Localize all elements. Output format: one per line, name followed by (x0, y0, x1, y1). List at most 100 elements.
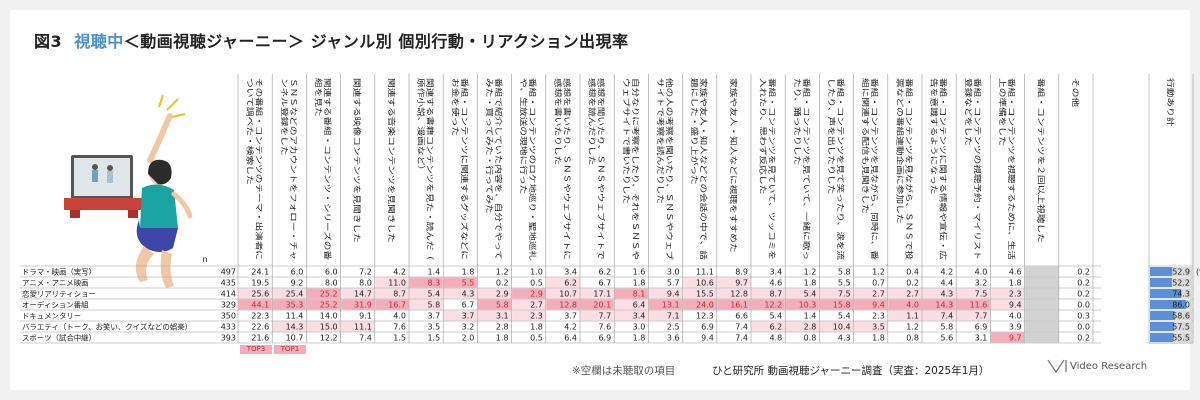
cell-value: 16.1 (730, 300, 748, 309)
column-header: 感想を書いたりした (553, 78, 563, 165)
cell-highlight (819, 288, 854, 299)
cell-value: 7.5 (975, 289, 988, 298)
cell-highlight (717, 288, 751, 299)
cell-value: 12.8 (559, 300, 577, 309)
cell-value: 6.9 (975, 322, 988, 331)
column-header: 登録などをした (964, 78, 974, 146)
column-header: 関連する音楽コンテンツを見聞きした (387, 78, 397, 243)
row-n: 435 (221, 278, 236, 287)
cell-highlight (580, 310, 614, 321)
cell-value: 14.3 (286, 322, 304, 331)
cell-value: 7.6 (393, 322, 406, 331)
column-header: 感想を聞いたり、ＳＮＳやウェブサイトで (597, 78, 607, 261)
cell-value: 1.4 (427, 267, 440, 276)
cell-value: 1.8 (530, 322, 543, 331)
row-n: 433 (221, 322, 236, 331)
cell-value: 15.5 (696, 289, 714, 298)
cell-highlight (1025, 310, 1059, 321)
column-header: たり、踊ったりした (793, 78, 802, 165)
cell-value: 11.1 (696, 267, 714, 276)
cell-highlight (648, 299, 683, 310)
cell-value: 2.3 (1009, 289, 1022, 298)
cell-value: 0.2 (906, 278, 919, 287)
cell-value: 4.0 (975, 267, 988, 276)
column-header: 番組で紹介していた内容を、自分でやって (494, 78, 504, 260)
column-header: 関連する番組・コンテンツ・シリーズの番 (323, 78, 333, 261)
cell-value: 1.1 (906, 311, 919, 320)
cell-value: 1.8 (496, 333, 509, 342)
row-label: バラエティ（トーク、お笑い、クイズなどの娯楽） (22, 322, 192, 331)
cell-value: 4.0 (393, 311, 406, 320)
column-header: 家族や友人・知人などに視聴をすすめた (729, 78, 739, 253)
cell-value: 15.0 (320, 322, 338, 331)
cell-value: 6.2 (564, 278, 577, 287)
cell-highlight (238, 299, 272, 310)
column-header: 原作小説、漫画など） (417, 78, 427, 175)
cell-value: 10.3 (799, 300, 817, 309)
cell-value: 6.0 (325, 267, 338, 276)
cell-value: 3.2 (462, 322, 475, 331)
cell-value: 0.7 (872, 278, 885, 287)
cell-highlight (990, 288, 1025, 299)
column-header: 題にした・盛り上がった (690, 78, 700, 185)
row-n: 329 (221, 300, 236, 309)
cell-value: 11.1 (354, 322, 372, 331)
cell-highlight (306, 299, 341, 310)
cell-value: 11.0 (388, 278, 406, 287)
cell-highlight (922, 288, 956, 299)
cell-value: 10.6 (696, 278, 714, 287)
cell-value: 6.2 (598, 267, 611, 276)
cell-highlight (341, 288, 375, 299)
column-header: 組を見た (314, 78, 324, 117)
column-header: ンネル登録をした (280, 78, 290, 156)
unit-label: (%) (1196, 267, 1200, 276)
cell-value: 5.8 (427, 300, 440, 309)
cell-highlight (751, 288, 785, 299)
cell-highlight (1025, 266, 1059, 277)
cell-value: 4.4 (940, 278, 953, 287)
cell-value: 3.5 (872, 322, 885, 331)
total-bar (1150, 333, 1174, 342)
cell-value: 9.4 (701, 333, 714, 342)
cell-value: 0.8 (906, 333, 919, 342)
cell-value: 2.9 (496, 289, 509, 298)
cell-value: 25.6 (251, 289, 269, 298)
cell-value: 9.4 (667, 289, 680, 298)
cell-value: 0.0 (1077, 322, 1090, 331)
cell-value: 7.7 (975, 311, 988, 320)
column-header: ウェブサイトで書いたりした (622, 78, 632, 204)
cell-highlight (375, 288, 409, 299)
cell-value: 12.2 (320, 333, 338, 342)
figure-title: 図3 視聴中＜動画視聴ジャーニー＞ ジャンル別 個別行動・リアクション出現率 (34, 28, 629, 52)
cell-highlight (990, 299, 1025, 310)
cell-value: 2.5 (667, 322, 680, 331)
cell-value: 2.8 (804, 322, 817, 331)
cell-value: 0.2 (1077, 289, 1090, 298)
cell-highlight (238, 288, 272, 299)
cell-value: 7.1 (667, 311, 680, 320)
cell-highlight (614, 310, 648, 321)
cell-value: 0.2 (1077, 278, 1090, 287)
cell-value: 1.2 (906, 322, 919, 331)
cell-value: 6.9 (598, 333, 611, 342)
column-header: お金を使った (451, 78, 461, 136)
cell-value: 9.7 (1009, 333, 1022, 342)
cell-value: 1.5 (393, 333, 406, 342)
cell-value: 8.7 (769, 289, 782, 298)
cell-value: 2.0 (462, 333, 475, 342)
cell-value: 3.0 (667, 267, 680, 276)
column-header: みた・買ってみた・行ってみた (485, 78, 495, 214)
total-bar (1150, 278, 1172, 287)
cell-highlight (409, 299, 443, 310)
cell-value: 5.4 (769, 311, 782, 320)
cell-value: 1.6 (633, 267, 646, 276)
cell-highlight (512, 299, 546, 310)
cell-value: 4.6 (769, 278, 782, 287)
cell-highlight (990, 332, 1025, 343)
cell-value: 6.9 (701, 322, 714, 331)
cell-value: 3.1 (975, 333, 988, 342)
cell-value: 5.5 (462, 278, 475, 287)
total-bar (1150, 322, 1175, 331)
cell-value: 9.4 (872, 300, 885, 309)
